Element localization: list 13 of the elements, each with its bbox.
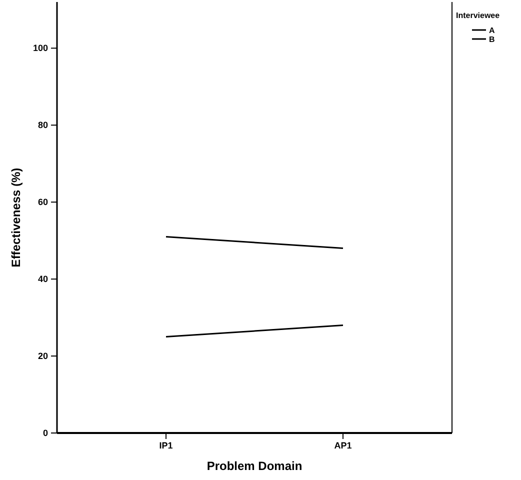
y-tick-label: 60 bbox=[38, 196, 48, 207]
y-tick-label: 100 bbox=[32, 43, 48, 54]
legend-label: A bbox=[489, 26, 495, 35]
y-tick-label: 80 bbox=[38, 120, 48, 130]
legend-title: Interviewee bbox=[456, 11, 500, 20]
x-tick-label: AP1 bbox=[334, 440, 352, 450]
y-tick-label: 40 bbox=[38, 274, 48, 284]
y-axis-title: Effectiveness (%) bbox=[9, 168, 23, 268]
x-tick-label: IP1 bbox=[159, 440, 173, 450]
legend-label: B bbox=[489, 35, 495, 44]
y-tick-label: 20 bbox=[38, 350, 48, 361]
x-axis-title: Problem Domain bbox=[206, 459, 302, 473]
y-tick-label: 0 bbox=[42, 428, 48, 438]
